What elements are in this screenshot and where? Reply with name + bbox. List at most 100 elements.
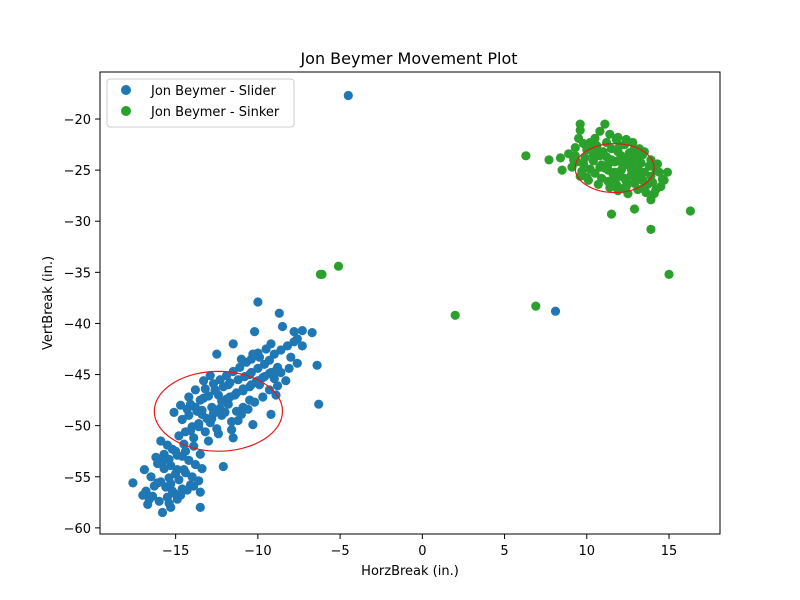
sinker-point [611, 134, 622, 145]
sinker-point [595, 151, 605, 161]
slider-point [184, 392, 194, 402]
sinker-point [582, 172, 592, 182]
slider-point [276, 345, 286, 355]
slider-point [297, 341, 307, 351]
sinker-ellipse [574, 143, 655, 194]
sinker-point [664, 269, 674, 279]
slider-point [266, 367, 276, 378]
slider-point [200, 427, 210, 437]
slider-point [264, 355, 274, 365]
sinker-point [657, 174, 668, 184]
legend: Jon Beymer - Slider Jon Beymer - Sinker [106, 78, 295, 128]
slider-point [286, 352, 296, 362]
slider-point [258, 392, 268, 402]
slider-point [246, 354, 256, 364]
slider-point [157, 507, 168, 518]
legend-label-sinker: Jon Beymer - Sinker [150, 105, 280, 120]
sinker-point [570, 151, 580, 161]
sinker-point [648, 177, 658, 187]
sinker-point [578, 159, 589, 169]
sinker-point [603, 165, 613, 175]
slider-point [162, 440, 172, 450]
slider-point [177, 414, 187, 425]
chart-title: Jon Beymer Movement Plot [299, 49, 517, 68]
x-tick-label: 5 [500, 544, 508, 559]
slider-point [250, 327, 260, 337]
y-tick-label: −45 [64, 369, 91, 384]
slider-point [266, 409, 276, 419]
slider-point [289, 327, 299, 337]
legend-box [106, 78, 295, 128]
sinker-point [629, 172, 640, 182]
slider-point [212, 349, 222, 359]
x-tick-label: −15 [162, 544, 189, 559]
sinker-point [629, 204, 640, 214]
slider-point [277, 321, 288, 332]
sinker-point [606, 155, 617, 165]
slider-point [284, 363, 294, 373]
slider-point [228, 366, 238, 377]
slider-point [215, 375, 225, 385]
slider-point [210, 385, 220, 395]
slider-point [218, 461, 228, 472]
slider-point [179, 465, 189, 475]
slider-point [231, 388, 242, 398]
sinker-point [618, 183, 628, 194]
slider-point [195, 449, 205, 459]
slider-point [138, 490, 148, 500]
slider-point [146, 472, 156, 482]
slider-point [174, 475, 184, 485]
slider-point [297, 326, 307, 336]
sinker-point [521, 151, 531, 161]
slider-point [139, 465, 149, 475]
sinker-point [544, 155, 554, 165]
y-tick-label: −35 [64, 266, 91, 281]
slider-point [187, 472, 197, 482]
slider-point [248, 420, 258, 430]
slider-point [197, 464, 207, 474]
y-tick-label: −25 [64, 164, 91, 179]
sinker-point [652, 159, 663, 169]
slider-point [199, 393, 209, 403]
sinker-point [613, 147, 623, 157]
x-tick-label: 10 [579, 544, 596, 559]
slider-point [195, 502, 205, 512]
y-tick-label: −50 [64, 420, 91, 435]
sinker-point [333, 261, 344, 271]
sinker-point [646, 224, 656, 234]
y-tick-label: −20 [64, 113, 91, 128]
sinker-point [662, 167, 673, 177]
legend-label-slider: Jon Beymer - Slider [150, 84, 276, 99]
slider-point [228, 433, 238, 443]
slider-point [227, 425, 237, 435]
slider-point [184, 455, 194, 465]
slider-point [343, 90, 353, 101]
slider-point [190, 385, 200, 395]
slider-point [223, 380, 233, 390]
sinker-point [590, 168, 600, 178]
y-axis-label: VertBreak (in.) [41, 256, 56, 350]
y-axis-ticks: −60 −55 −50 −45 −40 −35 −30 −25 −20 [64, 113, 100, 537]
slider-point [236, 354, 246, 364]
sinker-point [315, 269, 325, 279]
slider-point [220, 407, 230, 417]
legend-marker-slider [121, 85, 131, 95]
slider-point [164, 454, 174, 464]
slider-point [185, 426, 196, 436]
slider-point [190, 459, 200, 470]
sinker-point [624, 148, 635, 158]
slider-point [128, 478, 138, 488]
slider-point [207, 402, 217, 412]
slider-point [550, 306, 561, 316]
slider-point [203, 436, 214, 446]
slider-point [159, 464, 169, 474]
sinker-point [575, 125, 585, 135]
slider-point [273, 381, 283, 391]
slider-point [164, 498, 174, 508]
slider-point [166, 479, 176, 489]
slider-point [274, 308, 284, 318]
sinker-point [450, 310, 460, 320]
slider-point [213, 429, 223, 439]
y-tick-label: −55 [64, 471, 91, 486]
